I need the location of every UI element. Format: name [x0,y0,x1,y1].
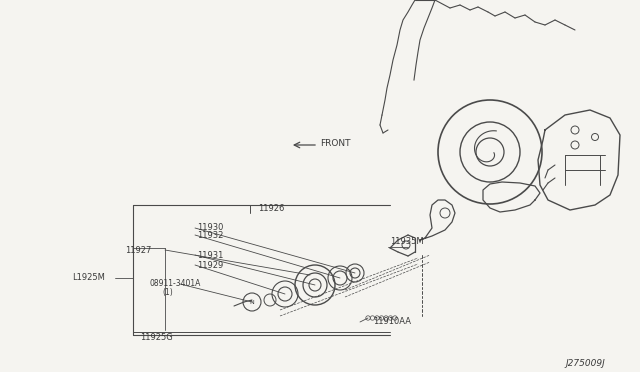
Text: L1925M: L1925M [72,273,105,282]
Text: 11927: 11927 [125,246,152,254]
Text: FRONT: FRONT [320,138,351,148]
Text: (1): (1) [162,288,173,296]
Text: N: N [250,301,254,305]
Text: 11935M: 11935M [390,237,424,246]
Text: 11926: 11926 [258,203,284,212]
Text: 11931: 11931 [197,250,223,260]
Text: 11930: 11930 [197,222,223,231]
Text: 11925G: 11925G [140,334,173,343]
Text: 11910AA: 11910AA [373,317,411,327]
Text: 08911-3401A: 08911-3401A [150,279,202,288]
Text: 11932: 11932 [197,231,223,240]
Text: 11929: 11929 [197,260,223,269]
Text: J275009J: J275009J [565,359,605,368]
